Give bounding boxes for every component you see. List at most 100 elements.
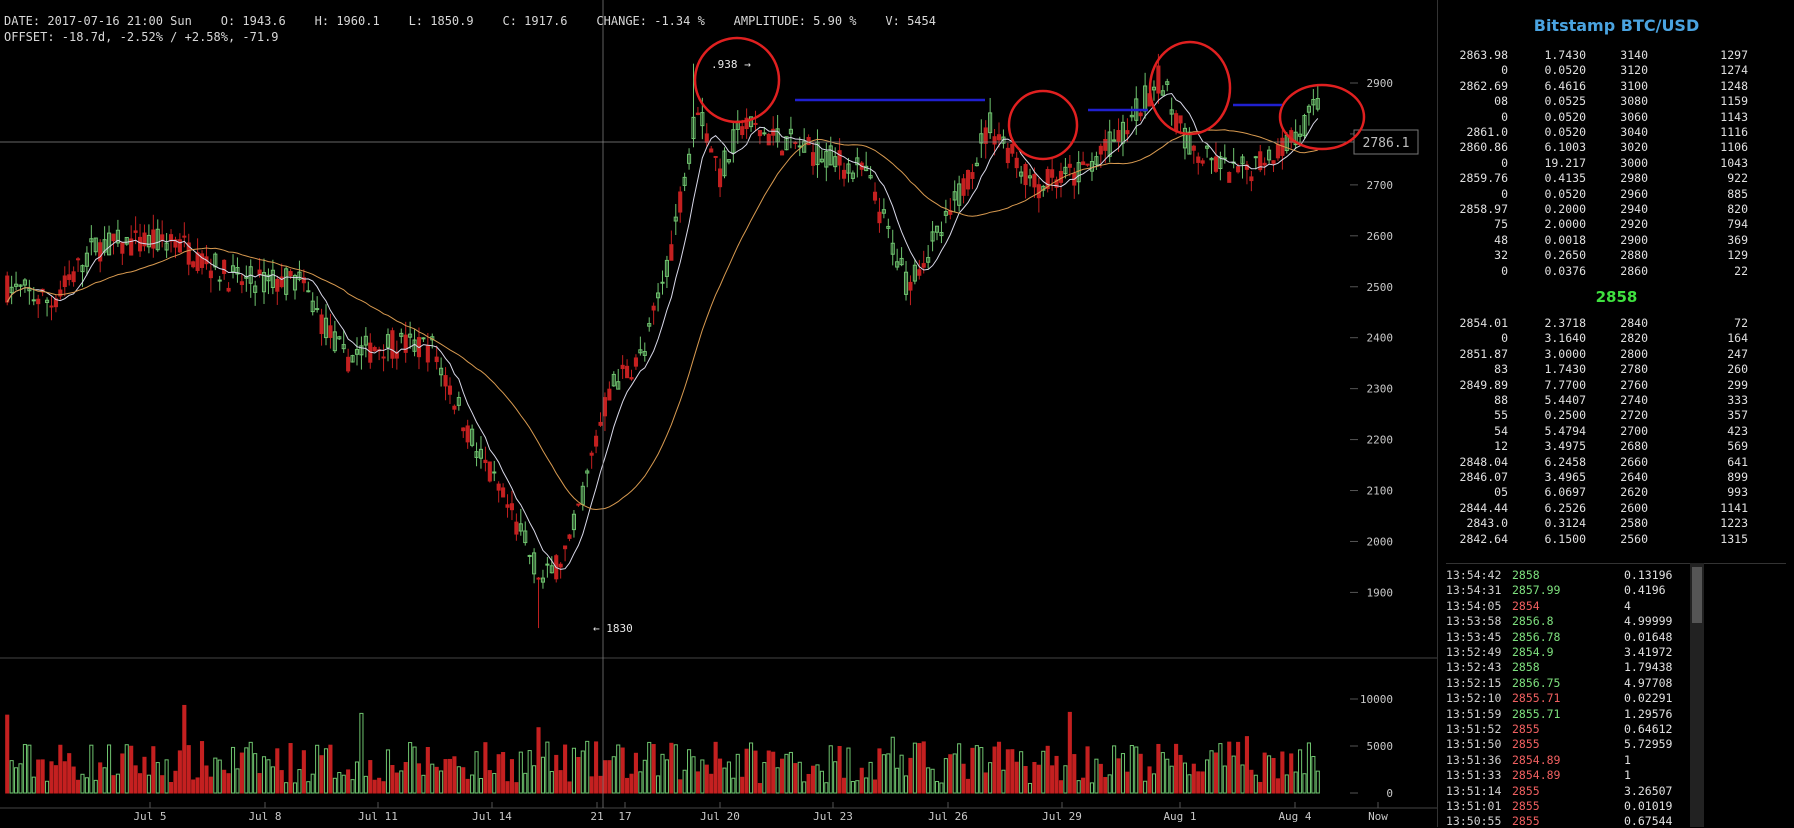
trade-row[interactable]: 13:51:52 2855 0.64612 xyxy=(1446,722,1786,737)
ask-row[interactable]: 0 0.0376 2860 22 xyxy=(1446,264,1791,279)
trades-list[interactable]: 13:54:42 2858 0.13196 13:54:31 2857.99 0.4196… xyxy=(1446,563,1786,828)
ask-cell: 48 xyxy=(1494,232,1508,247)
volume-bar xyxy=(505,781,510,794)
ask-row[interactable]: 2858.97 0.2000 2940 820 xyxy=(1446,202,1791,217)
bid-cell: 3.4965 xyxy=(1544,470,1586,484)
candle-body xyxy=(9,286,14,294)
ask-row[interactable]: 32 0.2650 2880 129 xyxy=(1446,248,1791,263)
trade-row[interactable]: 13:51:50 2855 5.72959 xyxy=(1446,737,1786,752)
trade-cell: 13:52:10 xyxy=(1446,691,1502,706)
trade-cell: 13:51:36 xyxy=(1446,752,1502,767)
ask-cell: 0.0520 xyxy=(1544,63,1586,78)
volume-bar xyxy=(49,761,54,794)
trade-row[interactable]: 13:51:33 2854.89 1 xyxy=(1446,768,1786,783)
bid-row[interactable]: 05 6.0697 2620 993 xyxy=(1446,485,1791,500)
trade-row[interactable]: 13:51:59 2855.71 1.29576 xyxy=(1446,707,1786,722)
ask-cell: 2862.69 xyxy=(1459,78,1508,93)
ask-row[interactable]: 75 2.0000 2920 794 xyxy=(1446,217,1791,232)
volume-bar xyxy=(1182,762,1188,794)
price-chart[interactable]: 2900280027002600250024002300220021002000… xyxy=(0,0,1437,827)
bid-row[interactable]: 55 0.2500 2720 357 xyxy=(1446,408,1791,423)
ask-cell: 08 xyxy=(1494,94,1508,109)
trade-row[interactable]: 13:53:45 2856.78 0.01648 xyxy=(1446,630,1786,645)
trade-row[interactable]: 13:52:15 2856.75 4.97708 xyxy=(1446,676,1786,691)
volume-bar xyxy=(682,769,687,794)
candlestick-chart[interactable]: 2900280027002600250024002300220021002000… xyxy=(0,0,1437,827)
trade-row[interactable]: 13:51:01 2855 0.01019 xyxy=(1446,799,1786,814)
ask-cell: 3120 xyxy=(1620,63,1648,78)
bid-row[interactable]: 2851.87 3.0000 2800 247 xyxy=(1446,347,1791,362)
candle-body xyxy=(855,157,860,166)
volume-bar xyxy=(638,771,643,794)
candle-body xyxy=(89,238,94,243)
ask-row[interactable]: 2862.69 6.4616 3100 1248 xyxy=(1446,79,1791,94)
volume-bar xyxy=(846,747,851,794)
ask-row[interactable]: 08 0.0525 3080 1159 xyxy=(1446,94,1791,109)
trade-row[interactable]: 13:52:43 2858 1.79438 xyxy=(1446,660,1786,675)
ask-row[interactable]: 0 0.0520 3120 1274 xyxy=(1446,63,1791,78)
bid-row[interactable]: 2842.64 6.1500 2560 1315 xyxy=(1446,532,1791,547)
candle-body xyxy=(27,288,32,292)
trade-row[interactable]: 13:52:49 2854.9 3.41972 xyxy=(1446,645,1786,660)
candle-body xyxy=(576,503,581,506)
ask-row[interactable]: 0 0.0520 3060 1143 xyxy=(1446,110,1791,125)
candle-body xyxy=(124,236,129,245)
ask-row[interactable]: 0 19.217 3000 1043 xyxy=(1446,156,1791,171)
ask-row[interactable]: 2863.98 1.7430 3140 1297 xyxy=(1446,48,1791,63)
volume-bar xyxy=(199,741,205,794)
trade-row[interactable]: 13:52:10 2855.71 0.02291 xyxy=(1446,691,1786,706)
trade-row[interactable]: 13:51:36 2854.89 1 xyxy=(1446,753,1786,768)
candle-body xyxy=(571,513,576,531)
volume-bar xyxy=(230,746,236,794)
candle-body xyxy=(199,253,205,268)
ask-row[interactable]: 2860.86 6.1003 3020 1106 xyxy=(1446,140,1791,155)
volume-bar xyxy=(363,775,368,794)
bid-row[interactable]: 2849.89 7.7700 2760 299 xyxy=(1446,378,1791,393)
bid-row[interactable]: 2846.07 3.4965 2640 899 xyxy=(1446,470,1791,485)
volume-bar xyxy=(1107,774,1112,794)
volume-bar xyxy=(877,748,882,794)
volume-bar xyxy=(961,763,966,794)
bid-row[interactable]: 0 3.1640 2820 164 xyxy=(1446,331,1791,346)
trade-cell: 0.01019 xyxy=(1624,799,1673,813)
bid-row[interactable]: 2843.0 0.3124 2580 1223 xyxy=(1446,516,1791,531)
volume-bar xyxy=(948,754,953,794)
candle-body xyxy=(673,216,678,222)
candle-body xyxy=(328,325,333,338)
bid-row[interactable]: 83 1.7430 2780 260 xyxy=(1446,362,1791,377)
bid-row[interactable]: 88 5.4407 2740 333 xyxy=(1446,393,1791,408)
candle-body xyxy=(226,287,231,292)
candle-body xyxy=(80,265,85,273)
fast-moving-average xyxy=(6,92,1319,570)
volume-bar xyxy=(766,750,771,794)
trade-row[interactable]: 13:54:42 2858 0.13196 xyxy=(1446,568,1786,583)
bid-row[interactable]: 2848.04 6.2458 2660 641 xyxy=(1446,455,1791,470)
trade-row[interactable]: 13:54:31 2857.99 0.4196 xyxy=(1446,583,1786,598)
volume-bar xyxy=(855,780,860,794)
ask-row[interactable]: 0 0.0520 2960 885 xyxy=(1446,187,1791,202)
bid-row[interactable]: 2844.44 6.2526 2600 1141 xyxy=(1446,501,1791,516)
candle-body xyxy=(253,285,258,293)
trade-row[interactable]: 13:54:05 2854 4 xyxy=(1446,599,1786,614)
trade-row[interactable]: 13:51:14 2855 3.26507 xyxy=(1446,784,1786,799)
candle-body xyxy=(142,232,147,247)
ask-cell: 2861.0 xyxy=(1466,125,1508,139)
volume-bar xyxy=(102,767,107,794)
volume-bar xyxy=(943,758,948,794)
volume-bar xyxy=(45,780,50,794)
ask-row[interactable]: 2859.76 0.4135 2980 922 xyxy=(1446,171,1791,186)
candle-body xyxy=(1023,163,1028,186)
scrollbar-thumb[interactable] xyxy=(1692,567,1702,623)
trade-row[interactable]: 13:53:58 2856.8 4.99999 xyxy=(1446,614,1786,629)
trade-row[interactable]: 13:50:55 2855 0.67544 xyxy=(1446,814,1786,828)
volume-bar xyxy=(518,751,523,794)
bid-cell: 88 xyxy=(1494,393,1508,407)
ask-row[interactable]: 2861.0 0.0520 3040 1116 xyxy=(1446,125,1791,140)
bid-row[interactable]: 2854.01 2.3718 2840 72 xyxy=(1446,316,1791,331)
bid-row[interactable]: 12 3.4975 2680 569 xyxy=(1446,439,1791,454)
volume-bar xyxy=(802,781,807,794)
bid-row[interactable]: 54 5.4794 2700 423 xyxy=(1446,424,1791,439)
ask-row[interactable]: 48 0.0018 2900 369 xyxy=(1446,233,1791,248)
candle-body xyxy=(266,274,271,282)
trades-scrollbar[interactable] xyxy=(1690,563,1704,827)
